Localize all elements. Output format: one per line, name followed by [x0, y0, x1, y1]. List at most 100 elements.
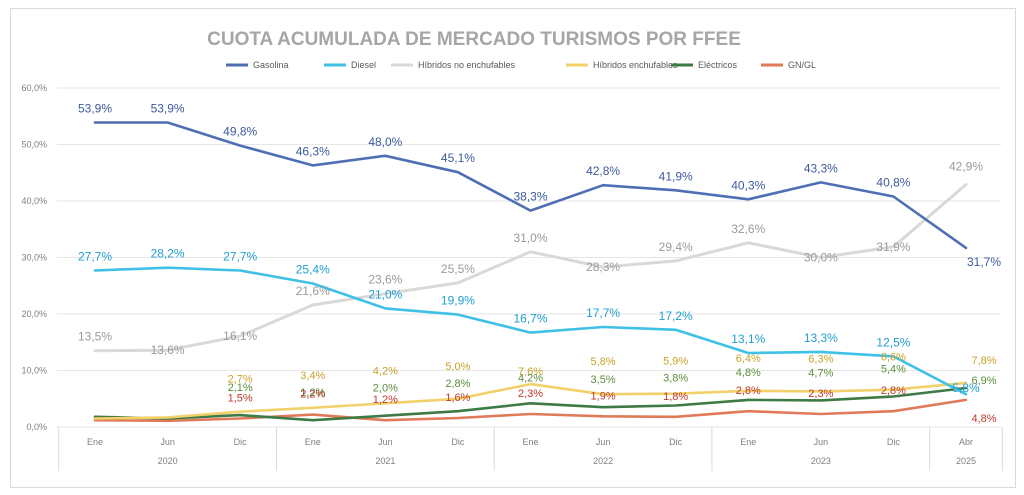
data-label-diesel: 13,1%: [731, 332, 765, 346]
data-label-gn-gl: 1,9%: [591, 390, 616, 402]
x-tick-label: Jun: [160, 437, 175, 447]
data-label-hibridos-no-enchufables: 30,0%: [804, 251, 838, 265]
data-label-gasolina: 49,8%: [223, 125, 257, 139]
data-label-hibridos-enchufables: 7,6%: [518, 366, 543, 378]
data-label-electricos: 2,8%: [445, 378, 470, 390]
legend-label: Híbridos enchufables: [593, 60, 678, 70]
data-label-electricos: 6,9%: [971, 375, 996, 387]
y-tick-label: 40,0%: [21, 196, 47, 206]
data-label-diesel: 21,0%: [368, 287, 402, 301]
chart-frame: CUOTA ACUMULADA DE MERCADO TURISMOS POR …: [10, 8, 1016, 488]
data-label-hibridos-enchufables: 2,7%: [228, 374, 253, 386]
chart-legend: Gasolina Diesel Híbridos no enchufables Híb…: [226, 60, 816, 70]
data-label-hibridos-enchufables: 4,2%: [373, 365, 398, 377]
year-label: 2023: [811, 456, 831, 466]
x-tick-label: Dic: [887, 437, 900, 447]
series-line-diesel: [93, 266, 968, 396]
data-label-hibridos-enchufables: 6,3%: [808, 353, 833, 365]
legend-item-electricos: Eléctricos: [671, 60, 738, 70]
x-tick-label: Dic: [669, 437, 682, 447]
data-label-hibridos-no-enchufables: 31,9%: [876, 240, 910, 254]
y-tick-label: 0,0%: [26, 422, 47, 432]
legend-label: Eléctricos: [698, 60, 738, 70]
data-label-hibridos-no-enchufables: 25,5%: [441, 262, 475, 276]
data-label-hibridos-no-enchufables: 16,1%: [223, 329, 257, 343]
data-label-hibridos-no-enchufables: 32,6%: [731, 222, 765, 236]
year-label: 2021: [375, 456, 395, 466]
legend-item-gn-gl: GN/GL: [761, 60, 816, 70]
data-label-electricos: 4,2%: [518, 372, 543, 384]
data-label-gn-gl: 1,6%: [445, 392, 470, 404]
line-chart: CUOTA ACUMULADA DE MERCADO TURISMOS POR …: [21, 29, 1003, 471]
data-label-gn-gl: 2,8%: [736, 385, 761, 397]
data-label-gasolina: 53,9%: [78, 101, 112, 115]
legend-label: Híbridos no enchufables: [418, 60, 516, 70]
x-tick-label: Dic: [451, 437, 464, 447]
data-label-diesel: 12,5%: [876, 335, 910, 349]
x-tick-label: Ene: [305, 437, 321, 447]
data-label-diesel: 5,8%: [952, 381, 980, 395]
data-label-hibridos-enchufables: 5,8%: [591, 356, 616, 368]
data-label-hibridos-enchufables: 5,0%: [445, 361, 470, 373]
y-tick-label: 60,0%: [21, 83, 47, 93]
data-label-hibridos-no-enchufables: 13,5%: [78, 330, 112, 344]
data-label-hibridos-no-enchufables: 31,0%: [513, 231, 547, 245]
data-label-gasolina: 48,0%: [368, 135, 402, 149]
data-label-hibridos-enchufables: 6,6%: [881, 352, 906, 364]
data-label-gasolina: 53,9%: [151, 101, 185, 115]
series-line-gn-gl: [93, 398, 968, 423]
data-label-gasolina: 38,3%: [513, 190, 547, 204]
data-label-gn-gl: 1,5%: [228, 393, 253, 405]
data-label-diesel: 19,9%: [441, 294, 475, 308]
data-label-gasolina: 41,9%: [659, 169, 693, 183]
data-label-gasolina: 42,8%: [586, 164, 620, 178]
data-label-hibridos-no-enchufables: 42,9%: [949, 160, 983, 174]
data-label-hibridos-no-enchufables: 23,6%: [368, 273, 402, 287]
data-label-gn-gl: 2,8%: [881, 385, 906, 397]
series-line-gasolina: [93, 121, 968, 250]
gridlines: [57, 87, 1001, 428]
legend-label: Diesel: [351, 60, 376, 70]
data-label-diesel: 17,2%: [659, 309, 693, 323]
y-tick-label: 50,0%: [21, 140, 47, 150]
data-label-gasolina: 40,3%: [731, 178, 765, 192]
x-axis: Ene Jun Dic Ene Jun Dic Ene Jun Dic Ene Jun Dic Abr 2…: [58, 427, 1003, 471]
x-tick-label: Jun: [378, 437, 393, 447]
data-label-hibridos-no-enchufables: 28,3%: [586, 260, 620, 274]
data-label-hibridos-no-enchufables: 21,6%: [296, 284, 330, 298]
data-label-diesel: 16,7%: [513, 312, 547, 326]
data-label-hibridos-no-enchufables: 29,4%: [659, 240, 693, 254]
data-labels: 53,9% 53,9% 49,8% 46,3% 48,0% 45,1% 38,3% 42,8%…: [78, 101, 1001, 424]
legend-label: GN/GL: [788, 60, 816, 70]
data-label-gn-gl: 2,3%: [808, 388, 833, 400]
data-label-electricos: 4,8%: [736, 367, 761, 379]
data-label-hibridos-enchufables: 6,4%: [736, 353, 761, 365]
data-label-gasolina: 43,3%: [804, 161, 838, 175]
year-label: 2025: [956, 456, 976, 466]
data-label-diesel: 13,3%: [804, 331, 838, 345]
year-label: 2022: [593, 456, 613, 466]
data-label-diesel: 17,7%: [586, 306, 620, 320]
legend-item-hibridos-no-enchufables: Híbridos no enchufables: [391, 60, 516, 70]
data-label-diesel: 28,2%: [151, 247, 185, 261]
data-label-gasolina: 31,7%: [967, 255, 1001, 269]
legend-item-gasolina: Gasolina: [226, 60, 289, 70]
series-line-hibridos-no-enchufables: [93, 183, 968, 353]
x-tick-label: Ene: [87, 437, 103, 447]
data-label-hibridos-enchufables: 3,4%: [300, 370, 325, 382]
x-tick-label: Dic: [234, 437, 247, 447]
legend-label: Gasolina: [253, 60, 289, 70]
data-label-gn-gl: 2,2%: [300, 389, 325, 401]
legend-item-hibridos-enchufables: Híbridos enchufables: [566, 60, 678, 70]
data-label-electricos: 2,0%: [373, 383, 398, 395]
data-label-electricos: 2,1%: [228, 382, 253, 394]
data-label-hibridos-enchufables: 7,8%: [971, 355, 996, 367]
data-label-gn-gl: 4,8%: [971, 413, 996, 425]
data-label-gn-gl: 1,2%: [373, 394, 398, 406]
data-label-electricos: 5,4%: [881, 363, 906, 375]
data-label-diesel: 27,7%: [223, 249, 257, 263]
x-tick-label: Jun: [814, 437, 829, 447]
y-tick-label: 20,0%: [21, 309, 47, 319]
y-axis: 0,0% 10,0% 20,0% 30,0% 40,0% 50,0% 60,0%: [21, 83, 47, 432]
data-label-gasolina: 40,8%: [876, 175, 910, 189]
